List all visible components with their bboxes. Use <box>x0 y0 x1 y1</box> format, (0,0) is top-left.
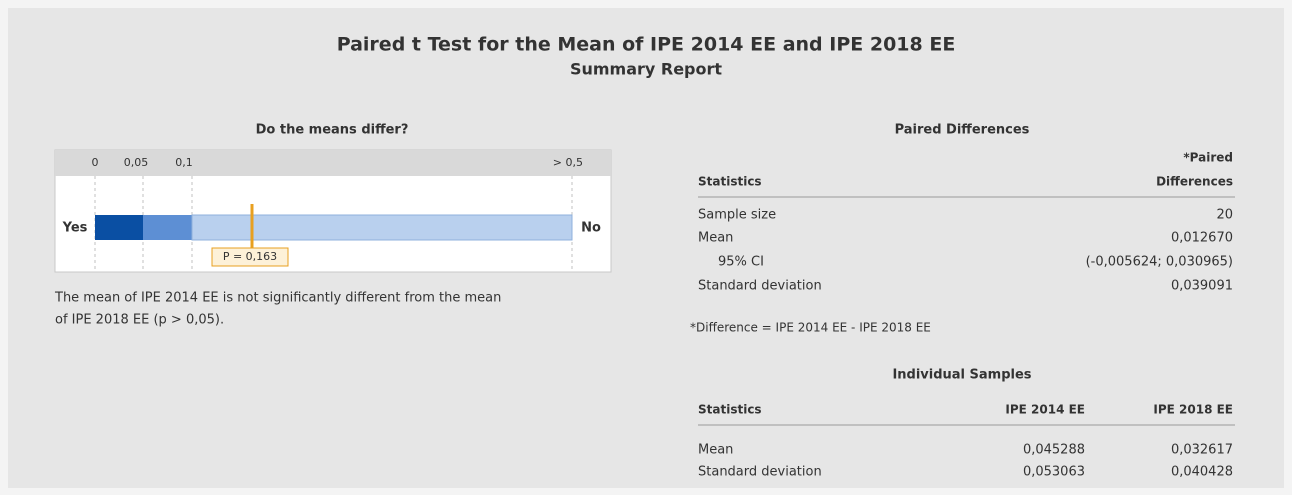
p-label-box <box>211 247 289 267</box>
scale-label: 0,05 <box>124 156 149 169</box>
scale-label: 0,1 <box>175 156 193 169</box>
cell: 0,045288 <box>1023 443 1085 458</box>
row-label: 95% CI <box>718 255 764 270</box>
scale-label: 0 <box>92 156 99 169</box>
table-title: Individual Samples <box>892 368 1031 383</box>
row-label: Mean <box>698 231 733 246</box>
column-header: *Paired <box>1183 151 1233 165</box>
yes-label: Yes <box>62 221 88 236</box>
row-label: Standard deviation <box>698 465 822 480</box>
p-label: P = 0,163 <box>223 250 277 263</box>
table-title: Paired Differences <box>895 123 1030 138</box>
footnote: *Difference = IPE 2014 EE - IPE 2018 EE <box>690 321 931 335</box>
scale-label: > 0,5 <box>553 156 583 169</box>
cell: 0,040428 <box>1171 465 1233 480</box>
conclusion: The mean of IPE 2014 EE is not significa… <box>54 291 501 306</box>
panel-title: Do the means differ? <box>256 123 409 138</box>
column-header: IPE 2018 EE <box>1153 403 1233 417</box>
cell: 0,039091 <box>1171 279 1233 294</box>
row-label: Sample size <box>698 208 776 223</box>
cell: 0,012670 <box>1171 231 1233 246</box>
column-header: IPE 2014 EE <box>1005 403 1085 417</box>
cell: 0,032617 <box>1171 443 1233 458</box>
bar-segment <box>95 215 143 240</box>
subtitle: Summary Report <box>570 60 722 79</box>
cell: (-0,005624; 0,030965) <box>1086 255 1233 270</box>
bar-segment <box>143 215 192 240</box>
column-header: Differences <box>1156 175 1233 189</box>
column-header: Statistics <box>698 403 762 417</box>
row-label: Mean <box>698 443 733 458</box>
cell: 0,053063 <box>1023 465 1085 480</box>
conclusion: of IPE 2018 EE (p > 0,05). <box>55 313 224 328</box>
no-label: No <box>581 221 601 236</box>
bar-segment <box>191 214 573 241</box>
row-label: Standard deviation <box>698 279 822 294</box>
cell: 20 <box>1216 208 1233 223</box>
title: Paired t Test for the Mean of IPE 2014 E… <box>337 34 956 56</box>
scale-header <box>55 150 611 176</box>
column-header: Statistics <box>698 175 762 189</box>
